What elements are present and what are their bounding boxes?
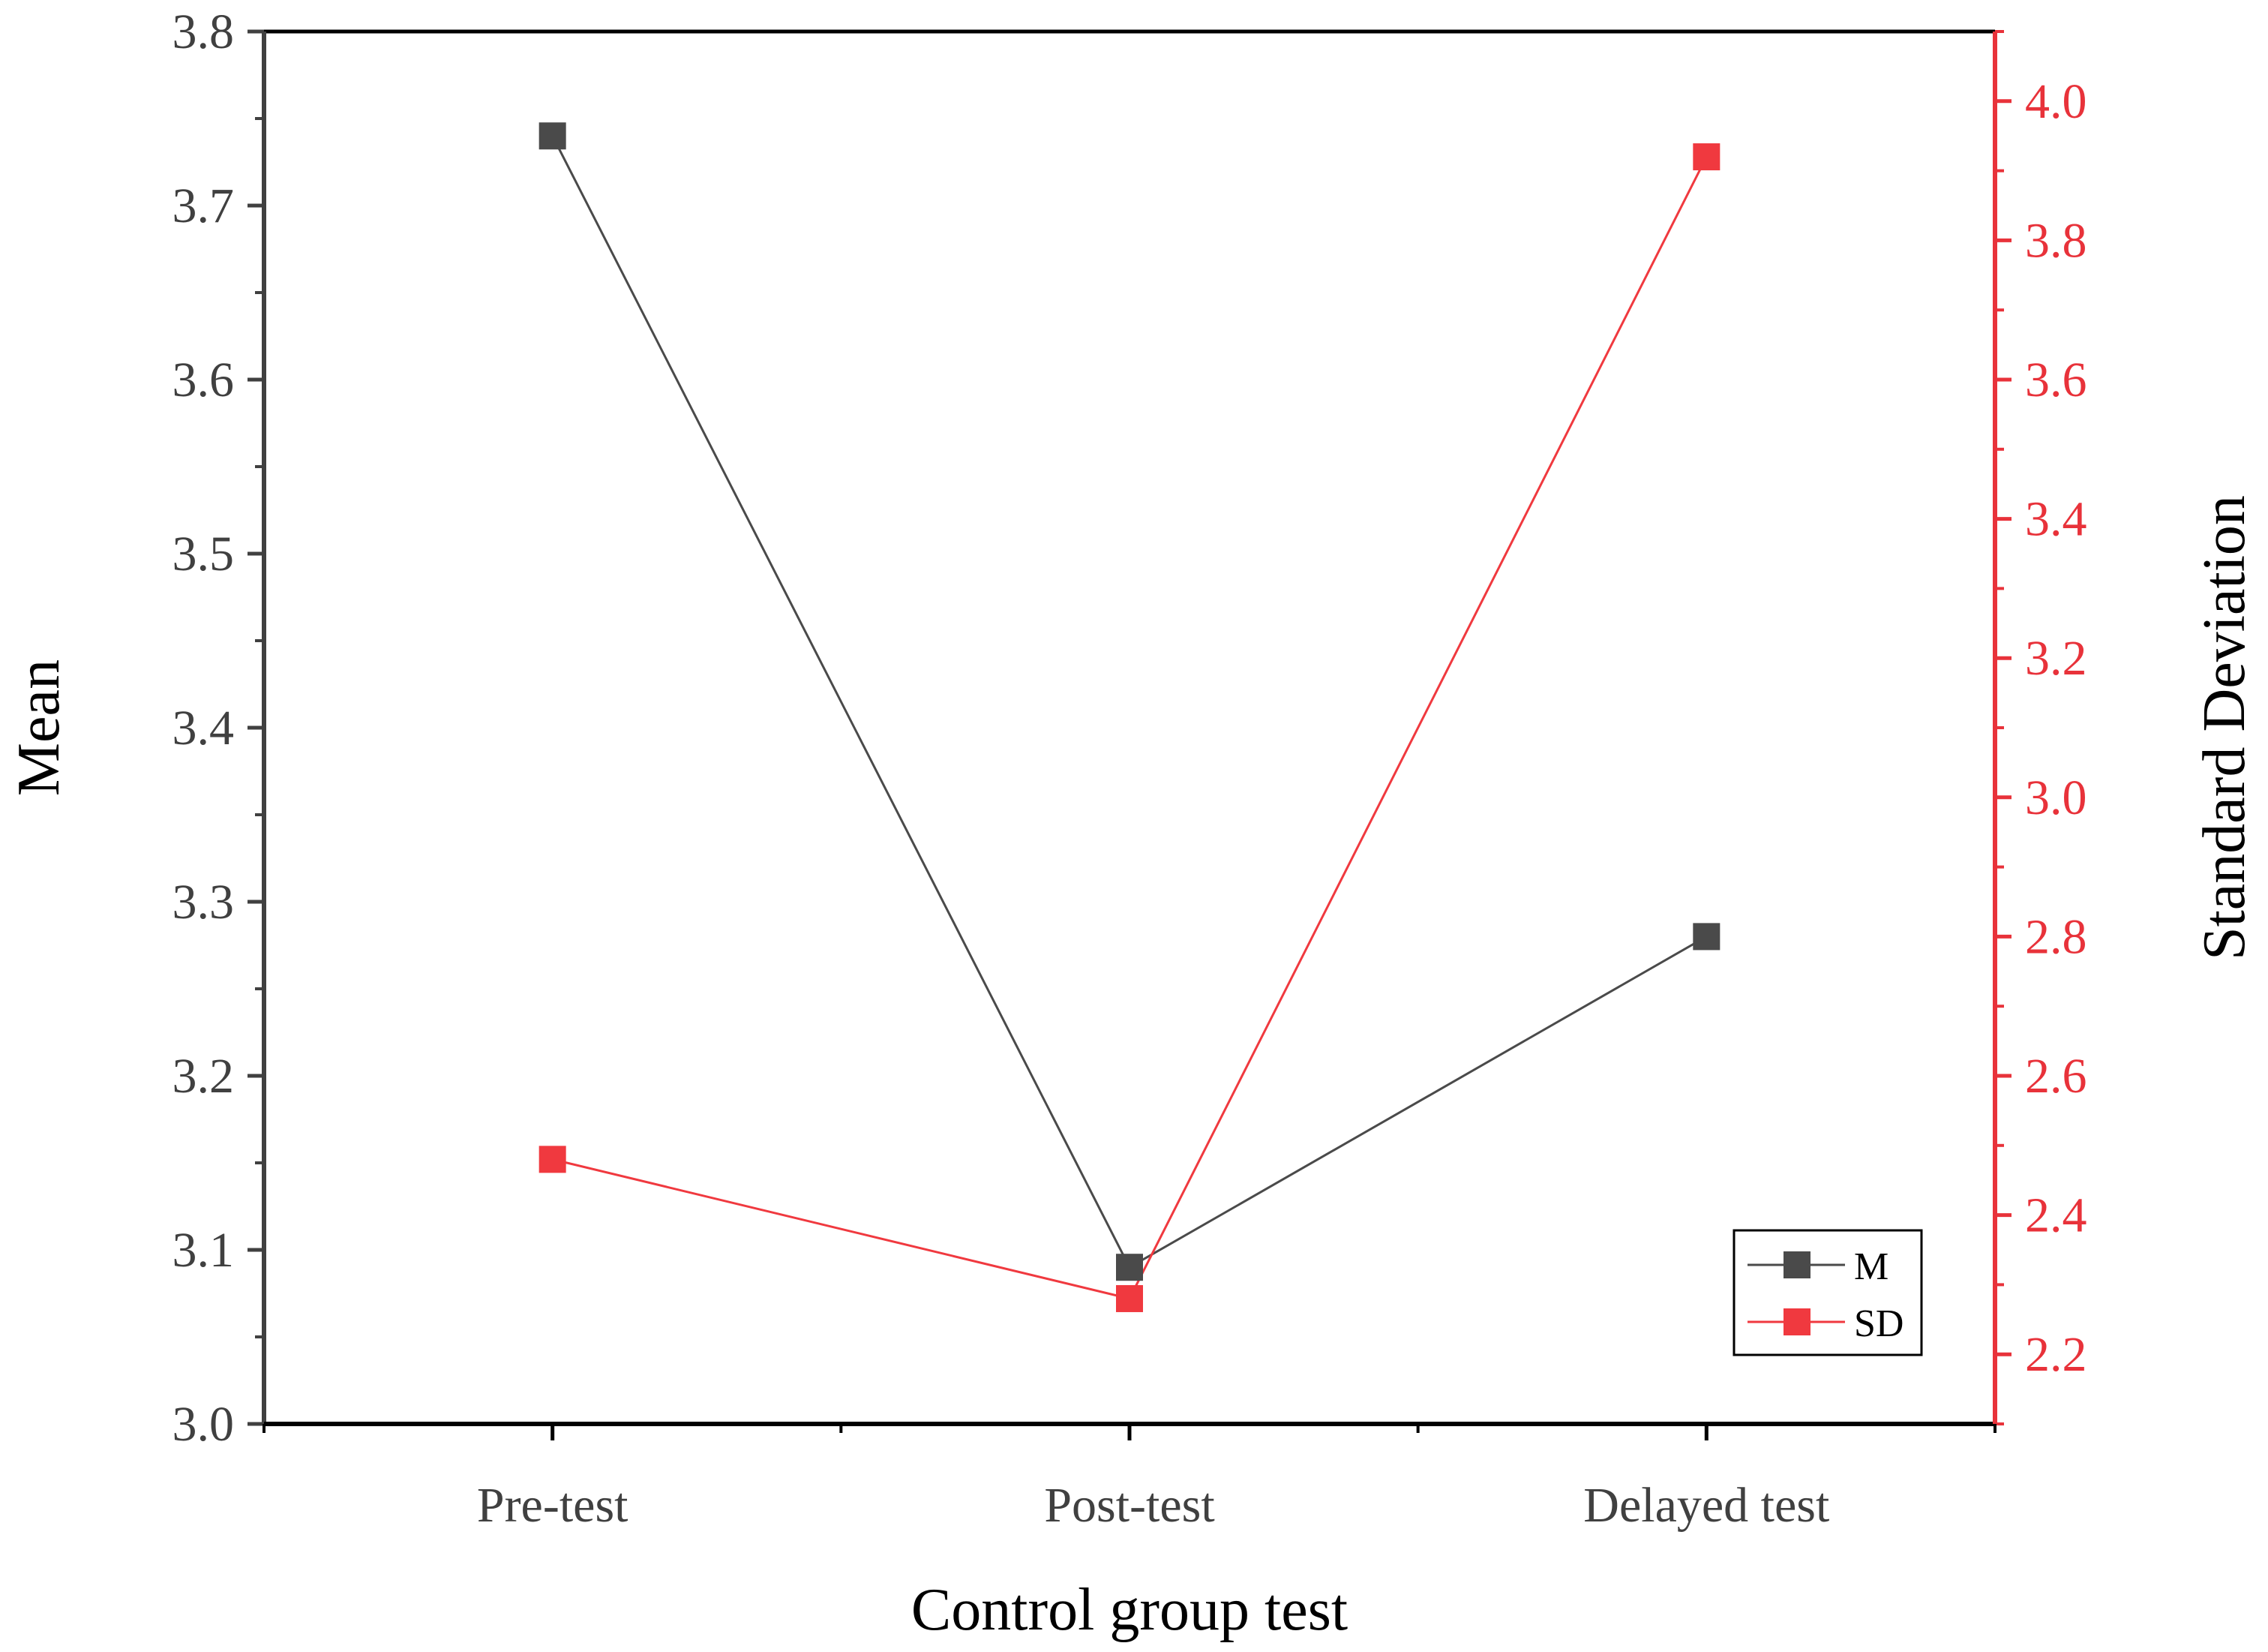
data-point-m xyxy=(1116,1254,1143,1281)
legend: M SD xyxy=(1732,1229,1923,1356)
data-point-sd xyxy=(538,1146,566,1173)
legend-label-sd: SD xyxy=(1854,1302,1904,1345)
y-left-tick-label: 3.0 xyxy=(172,1397,235,1452)
legend-label-m: M xyxy=(1854,1245,1888,1288)
x-axis-ticks: Pre-test Post-test Delayed test xyxy=(262,1424,1996,1533)
series-line-m xyxy=(551,135,1708,1269)
y-left-tick-label: 3.4 xyxy=(172,701,235,755)
y-left-tick-label: 3.1 xyxy=(172,1223,235,1278)
data-point-m xyxy=(1693,923,1720,951)
y-axis-title-left: Mean xyxy=(6,659,72,796)
x-axis-title: Control group test xyxy=(911,1577,1348,1643)
x-tick-label: Delayed test xyxy=(1583,1478,1829,1533)
y-right-tick-label: 3.2 xyxy=(2025,631,2087,686)
y-right-tick-label: 2.2 xyxy=(2025,1327,2087,1382)
series-layer xyxy=(538,122,1720,1312)
y-left-tick-label: 3.5 xyxy=(172,527,235,581)
plot-frame xyxy=(262,29,1997,1426)
series-line-sd xyxy=(552,156,1708,1300)
x-tick-label: Pre-test xyxy=(477,1478,628,1533)
y-left-tick-label: 3.8 xyxy=(172,5,235,59)
y-left-tick-label: 3.6 xyxy=(172,353,235,407)
y-left-tick-label: 3.3 xyxy=(172,875,235,930)
y-right-tick-label: 2.6 xyxy=(2025,1049,2087,1104)
y-left-axis-ticks: 3.0 3.1 3.2 3.3 3.4 3.5 3.6 3.7 3.8 xyxy=(172,5,264,1452)
y-axis-title-right: Standard Deviation xyxy=(2192,495,2258,960)
y-left-tick-label: 3.7 xyxy=(172,179,235,233)
y-right-tick-label: 3.0 xyxy=(2025,770,2087,825)
y-right-tick-label: 4.0 xyxy=(2025,74,2087,129)
data-point-sd xyxy=(1116,1284,1143,1312)
y-right-tick-label: 2.4 xyxy=(2025,1188,2087,1243)
y-right-tick-label: 3.8 xyxy=(2025,213,2087,268)
y-right-tick-label: 2.8 xyxy=(2025,909,2087,964)
y-right-tick-label: 3.6 xyxy=(2025,353,2087,407)
x-tick-label: Post-test xyxy=(1044,1478,1214,1533)
data-point-sd xyxy=(1693,143,1720,171)
y-right-tick-label: 3.4 xyxy=(2025,492,2087,547)
y-left-tick-label: 3.2 xyxy=(172,1049,235,1104)
legend-marker-sd xyxy=(1784,1308,1810,1335)
legend-marker-m xyxy=(1784,1251,1810,1278)
legend-box xyxy=(1732,1229,1923,1356)
data-point-m xyxy=(538,122,566,150)
y-right-axis-ticks: 2.2 2.4 2.6 2.8 3.0 3.2 3.4 3.6 3.8 4.0 xyxy=(1995,30,2087,1425)
